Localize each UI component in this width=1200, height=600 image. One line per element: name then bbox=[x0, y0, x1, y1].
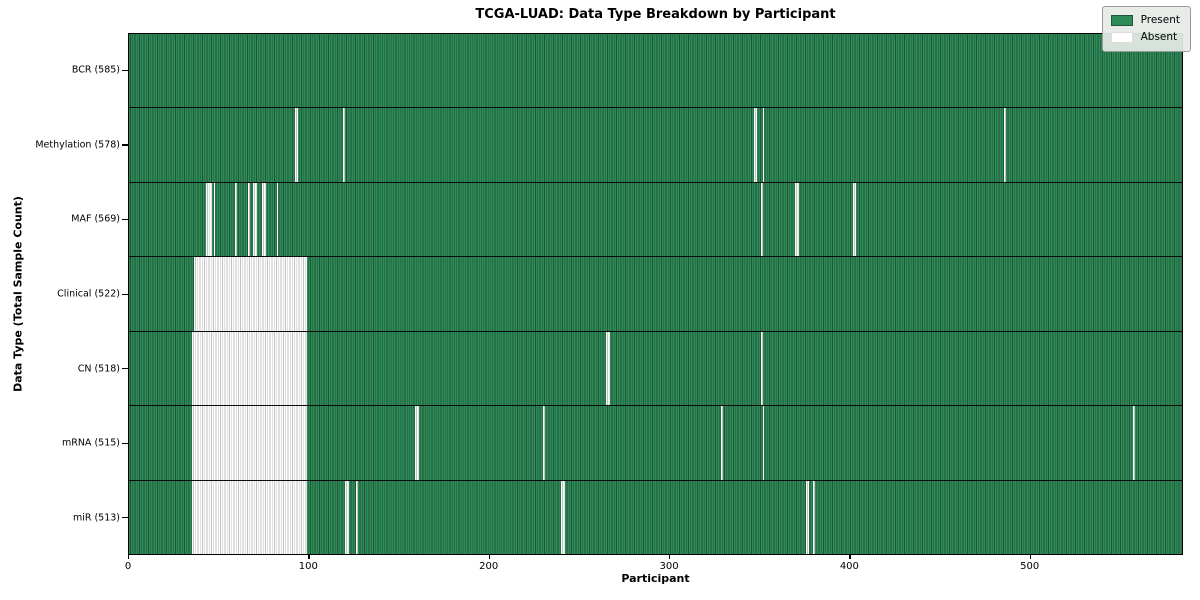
row-cn bbox=[129, 330, 1182, 406]
y-tick-label: miR (513) bbox=[72, 512, 120, 524]
absent-stripe bbox=[294, 108, 299, 182]
x-tick-mark bbox=[669, 555, 671, 559]
chart-title: TCGA-LUAD: Data Type Breakdown by Partic… bbox=[475, 7, 836, 22]
absent-stripe bbox=[795, 182, 799, 257]
absent-stripe bbox=[262, 182, 266, 257]
x-tick-mark bbox=[1029, 555, 1031, 559]
absent-stripe bbox=[852, 182, 857, 257]
y-tick-mark bbox=[122, 144, 128, 146]
x-tick-label: 0 bbox=[124, 561, 132, 572]
row-methylation bbox=[129, 107, 1182, 182]
absent-swatch-icon bbox=[1110, 32, 1133, 43]
absent-stripe bbox=[762, 406, 765, 480]
x-tick-label: 200 bbox=[479, 561, 499, 572]
absent-stripe bbox=[760, 331, 763, 406]
absent-stripe bbox=[253, 182, 257, 257]
legend-label-present: Present bbox=[1140, 14, 1180, 26]
absent-stripe bbox=[235, 182, 237, 257]
row-maf bbox=[129, 181, 1182, 257]
absent-stripe bbox=[760, 182, 763, 257]
x-tick-label: 400 bbox=[839, 561, 859, 572]
absent-stripe bbox=[355, 480, 358, 554]
legend-entry-present: Present bbox=[1110, 12, 1180, 29]
x-tick-mark bbox=[488, 555, 490, 559]
absent-stripe bbox=[762, 108, 765, 182]
x-tick-mark bbox=[849, 555, 851, 559]
absent-stripe bbox=[192, 480, 308, 554]
absent-stripe bbox=[543, 406, 545, 480]
x-tick-label: 100 bbox=[298, 561, 318, 572]
row-clinical bbox=[129, 256, 1182, 331]
absent-stripe bbox=[721, 406, 723, 480]
y-tick-label: BCR (585) bbox=[71, 64, 120, 76]
y-tick-label: Clinical (522) bbox=[57, 288, 120, 300]
x-tick-label: 500 bbox=[1020, 561, 1040, 572]
y-tick-mark bbox=[122, 218, 128, 221]
absent-stripe bbox=[343, 108, 345, 182]
x-tick-label: 300 bbox=[659, 561, 679, 572]
y-tick-label: MAF (569) bbox=[71, 213, 120, 225]
absent-stripe bbox=[192, 406, 308, 480]
legend-label-absent: Absent bbox=[1140, 31, 1178, 43]
y-tick-mark bbox=[122, 69, 128, 71]
absent-stripe bbox=[213, 182, 216, 257]
row-mrna bbox=[129, 405, 1182, 480]
absent-stripe bbox=[206, 182, 212, 257]
absent-stripe bbox=[192, 331, 308, 406]
absent-stripe bbox=[1003, 108, 1006, 182]
y-tick-mark bbox=[122, 517, 128, 519]
plot-area bbox=[128, 33, 1183, 555]
row-bcr bbox=[129, 34, 1182, 108]
present-swatch-icon bbox=[1110, 15, 1133, 26]
absent-stripe bbox=[247, 182, 250, 257]
y-tick-label: Methylation (578) bbox=[35, 139, 120, 151]
absent-stripe bbox=[276, 182, 279, 257]
absent-stripe bbox=[805, 480, 810, 554]
legend-entry-absent: Absent bbox=[1110, 29, 1180, 46]
x-axis-label: Participant bbox=[621, 572, 690, 585]
y-tick-mark bbox=[122, 368, 128, 370]
absent-stripe bbox=[1133, 406, 1136, 480]
absent-stripe bbox=[193, 257, 308, 331]
y-tick-mark bbox=[122, 442, 128, 444]
absent-stripe bbox=[813, 480, 815, 554]
y-tick-mark bbox=[122, 293, 128, 295]
absent-stripe bbox=[345, 480, 349, 554]
legend: Present Absent bbox=[1101, 6, 1191, 52]
y-tick-label: mRNA (515) bbox=[61, 437, 120, 449]
row-mir bbox=[129, 479, 1182, 554]
absent-stripe bbox=[561, 480, 565, 554]
absent-stripe bbox=[606, 331, 610, 406]
absent-stripe bbox=[753, 108, 758, 182]
y-tick-label: CN (518) bbox=[77, 363, 120, 375]
x-tick-mark bbox=[128, 555, 130, 559]
absent-stripe bbox=[415, 406, 419, 480]
x-tick-mark bbox=[308, 555, 310, 559]
